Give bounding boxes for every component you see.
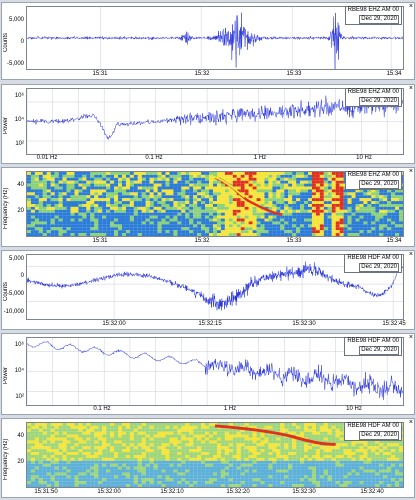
spectrum-trace bbox=[27, 338, 403, 405]
y-tick: -10,000 bbox=[3, 309, 24, 315]
record-date: Dec 29, 2020 bbox=[359, 431, 399, 440]
close-icon[interactable]: × bbox=[408, 419, 413, 426]
x-tick: 15:32:40 bbox=[360, 489, 384, 495]
spectrogram-image bbox=[27, 172, 403, 236]
x-tick: 15:32:00 bbox=[102, 321, 126, 327]
x-tick: 15:32 bbox=[194, 71, 210, 77]
ehz-waveform-panel: Counts 5,000 0 -5,000 15:31 15:32 15:33 … bbox=[1, 2, 415, 80]
x-tick: 1 Hz bbox=[253, 155, 267, 161]
y-tick: 10⁴ bbox=[14, 117, 24, 123]
plot-area[interactable] bbox=[26, 337, 404, 406]
x-tick: 1 Hz bbox=[223, 406, 237, 412]
station-legend: RBE98 HDF AM 00 Dec 29, 2020 bbox=[344, 422, 402, 441]
close-icon[interactable]: × bbox=[408, 3, 413, 10]
hdf-waveform-panel: Counts 5,000 0 -5,000 -10,000 15:32:00 1… bbox=[1, 250, 415, 330]
record-date: Dec 29, 2020 bbox=[359, 15, 399, 24]
x-tick: 10 Hz bbox=[346, 406, 362, 412]
y-tick: -5,000 bbox=[6, 61, 24, 67]
plot-area[interactable] bbox=[26, 6, 404, 70]
plot-area[interactable] bbox=[26, 254, 404, 320]
hdf-spectrogram-panel: Frequency (Hz) 40 20 15:31:50 15:32:00 1… bbox=[1, 418, 415, 498]
y-tick: 0 bbox=[20, 273, 24, 279]
y-tick: 0 bbox=[20, 39, 24, 45]
x-tick: 15:31 bbox=[92, 71, 108, 77]
close-icon[interactable]: × bbox=[408, 334, 413, 341]
x-tick: 0.1 Hz bbox=[93, 406, 111, 412]
hdf-spectrum-panel: Power 10⁶ 10⁴ 10² 0.1 Hz 1 Hz 10 Hz RBE9… bbox=[1, 333, 415, 415]
y-tick: 10⁶ bbox=[14, 342, 24, 348]
x-tick: 15:32:45 bbox=[382, 321, 406, 327]
y-tick: 10⁶ bbox=[14, 93, 24, 99]
plot-area[interactable] bbox=[26, 171, 404, 237]
station-legend: RBE98 EHZ AM 00 Dec 29, 2020 bbox=[344, 171, 402, 190]
record-date: Dec 29, 2020 bbox=[359, 346, 399, 355]
station-id: RBE98 EHZ AM 00 bbox=[347, 89, 399, 95]
record-date: Dec 29, 2020 bbox=[359, 180, 399, 189]
record-date: Dec 29, 2020 bbox=[359, 97, 399, 106]
y-tick: 40 bbox=[17, 182, 24, 188]
spectrum-trace bbox=[27, 89, 403, 154]
station-id: RBE98 HDF AM 00 bbox=[347, 255, 399, 261]
y-tick: -5,000 bbox=[6, 291, 24, 297]
x-tick: 0.01 Hz bbox=[36, 155, 58, 161]
y-tick: 20 bbox=[17, 459, 24, 465]
x-tick: 15:32:30 bbox=[292, 489, 316, 495]
station-id: RBE98 HDF AM 00 bbox=[347, 423, 399, 429]
close-icon[interactable]: × bbox=[408, 85, 413, 92]
x-tick: 15:33 bbox=[286, 71, 302, 77]
y-tick: 40 bbox=[17, 433, 24, 439]
plot-area[interactable] bbox=[26, 422, 404, 488]
ehz-spectrum-panel: Power 10⁶ 10⁴ 10² 0.01 Hz 0.1 Hz 1 Hz 10… bbox=[1, 84, 415, 164]
x-tick: 15:34 bbox=[386, 238, 402, 244]
close-icon[interactable]: × bbox=[408, 251, 413, 258]
station-legend: RBE98 EHZ AM 00 Dec 29, 2020 bbox=[344, 88, 402, 107]
x-tick: 15:33 bbox=[286, 238, 302, 244]
x-tick: 10 Hz bbox=[356, 155, 372, 161]
station-id: RBE98 EHZ AM 00 bbox=[347, 172, 399, 178]
waveform-trace bbox=[27, 7, 403, 69]
x-tick: 15:34 bbox=[386, 71, 402, 77]
ehz-spectrogram-panel: Frequency (Hz) 40 20 15:31 15:32 15:33 1… bbox=[1, 167, 415, 247]
y-tick: 20 bbox=[17, 208, 24, 214]
station-legend: RBE98 EHZ AM 00 Dec 29, 2020 bbox=[344, 6, 402, 25]
x-tick: 15:32:30 bbox=[292, 321, 316, 327]
y-tick: 10² bbox=[15, 394, 24, 400]
close-icon[interactable]: × bbox=[408, 168, 413, 175]
y-tick: 10² bbox=[15, 141, 24, 147]
y-tick: 5,000 bbox=[8, 256, 24, 262]
y-tick: 5,000 bbox=[8, 17, 24, 23]
waveform-trace bbox=[27, 255, 403, 319]
y-tick: 10⁴ bbox=[14, 368, 24, 374]
station-id: RBE98 EHZ AM 00 bbox=[347, 7, 399, 13]
plot-area[interactable] bbox=[26, 88, 404, 155]
station-legend: RBE98 HDF AM 00 Dec 29, 2020 bbox=[344, 337, 402, 356]
x-tick: 15:32:20 bbox=[226, 489, 250, 495]
record-date: Dec 29, 2020 bbox=[359, 263, 399, 272]
x-tick: 15:32:10 bbox=[160, 489, 184, 495]
station-legend: RBE98 HDF AM 00 Dec 29, 2020 bbox=[344, 254, 402, 273]
x-tick: 15:32:00 bbox=[97, 489, 121, 495]
x-tick: 15:31 bbox=[92, 238, 108, 244]
station-id: RBE98 HDF AM 00 bbox=[347, 338, 399, 344]
x-tick: 0.1 Hz bbox=[145, 155, 163, 161]
x-tick: 15:31:50 bbox=[34, 489, 58, 495]
x-tick: 15:32:15 bbox=[198, 321, 222, 327]
x-tick: 15:32 bbox=[194, 238, 210, 244]
